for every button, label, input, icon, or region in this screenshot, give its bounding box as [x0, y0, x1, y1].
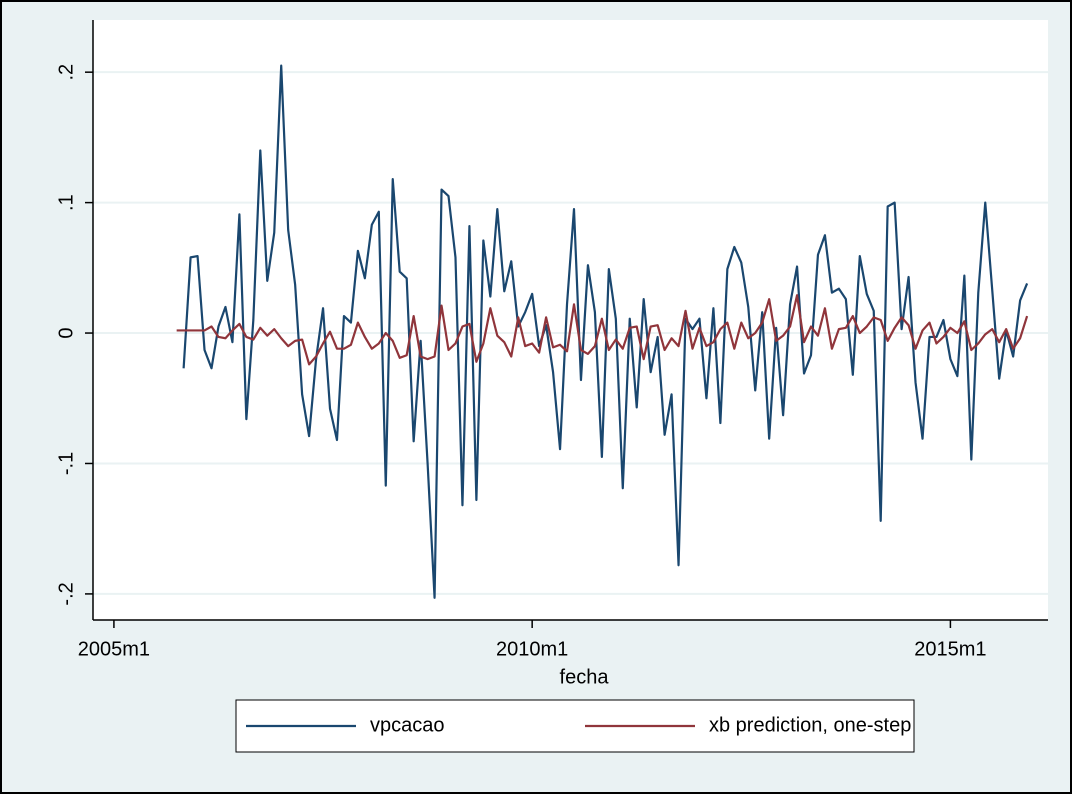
y-tick-label: 0 [55, 327, 77, 338]
legend-label: xb prediction, one-step [709, 714, 911, 736]
x-tick-label: 2010m1 [496, 638, 568, 660]
x-axis-label: fecha [560, 666, 610, 688]
x-tick-label: 2015m1 [914, 638, 986, 660]
plot-area [93, 20, 1048, 620]
y-tick-label: .2 [55, 64, 77, 81]
y-tick-label: -.1 [55, 452, 77, 475]
y-tick-label: -.2 [55, 582, 77, 605]
series-line [176, 294, 1029, 366]
x-tick-label: 2005m1 [78, 638, 150, 660]
series-line [182, 64, 1029, 599]
y-tick-label: .1 [55, 194, 77, 211]
legend-label: vpcacao [370, 714, 445, 736]
